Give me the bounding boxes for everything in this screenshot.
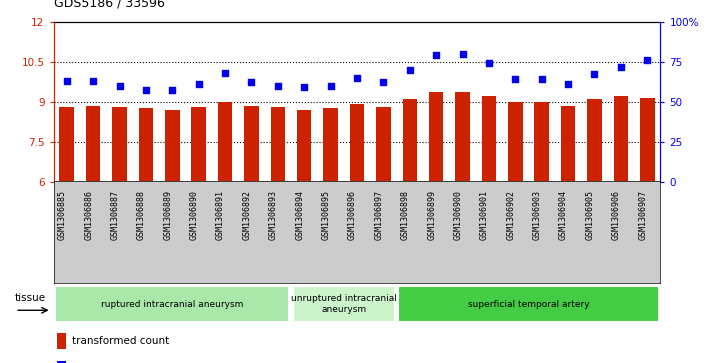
Point: [166, 87, 178, 93]
Text: GSM1306903: GSM1306903: [533, 189, 542, 240]
Text: GSM1306907: GSM1306907: [638, 189, 648, 240]
FancyBboxPatch shape: [55, 286, 289, 322]
Text: superficial temporal artery: superficial temporal artery: [468, 299, 589, 309]
Bar: [508, 102, 523, 182]
Bar: [86, 106, 101, 182]
Bar: [429, 92, 443, 182]
Text: GSM1306894: GSM1306894: [295, 189, 304, 240]
Point: [431, 52, 442, 58]
Text: GSM1306887: GSM1306887: [111, 189, 119, 240]
Text: GSM1306897: GSM1306897: [374, 189, 383, 240]
Bar: [560, 106, 575, 182]
Text: GSM1306890: GSM1306890: [190, 189, 198, 240]
Point: [404, 67, 416, 73]
FancyBboxPatch shape: [398, 286, 659, 322]
Point: [272, 83, 283, 89]
Text: GSM1306888: GSM1306888: [137, 189, 146, 240]
Bar: [57, 361, 66, 363]
Text: GSM1306906: GSM1306906: [612, 189, 621, 240]
Text: GDS5186 / 33596: GDS5186 / 33596: [54, 0, 164, 9]
FancyBboxPatch shape: [293, 286, 395, 322]
Text: GSM1306905: GSM1306905: [585, 189, 595, 240]
Point: [219, 70, 231, 76]
Text: GSM1306893: GSM1306893: [269, 189, 278, 240]
Bar: [640, 98, 655, 182]
Point: [457, 51, 468, 57]
Bar: [139, 108, 154, 182]
Bar: [191, 107, 206, 182]
Point: [351, 75, 363, 81]
Text: GSM1306895: GSM1306895: [321, 189, 331, 240]
Text: transformed count: transformed count: [71, 336, 169, 346]
Text: GSM1306892: GSM1306892: [243, 189, 251, 240]
Bar: [587, 99, 602, 182]
Point: [114, 83, 125, 89]
Point: [325, 83, 336, 89]
Bar: [244, 106, 258, 182]
Bar: [350, 104, 364, 182]
Point: [246, 79, 257, 85]
Point: [87, 78, 99, 84]
Text: ruptured intracranial aneurysm: ruptured intracranial aneurysm: [101, 299, 243, 309]
Bar: [112, 107, 127, 182]
Point: [615, 64, 627, 69]
Bar: [271, 107, 285, 182]
Bar: [456, 92, 470, 182]
Point: [536, 76, 548, 82]
Bar: [403, 99, 417, 182]
Point: [563, 81, 574, 87]
Bar: [59, 107, 74, 182]
Text: GSM1306885: GSM1306885: [58, 189, 66, 240]
Point: [193, 81, 204, 87]
Text: GSM1306901: GSM1306901: [480, 189, 489, 240]
Text: GSM1306886: GSM1306886: [84, 189, 93, 240]
Bar: [323, 108, 338, 182]
Point: [510, 76, 521, 82]
Bar: [535, 102, 549, 182]
Text: GSM1306889: GSM1306889: [164, 189, 172, 240]
Bar: [57, 333, 66, 349]
Text: GSM1306904: GSM1306904: [559, 189, 568, 240]
Point: [378, 79, 389, 85]
Bar: [613, 96, 628, 182]
Text: GSM1306902: GSM1306902: [506, 189, 516, 240]
Bar: [297, 110, 311, 182]
Point: [642, 57, 653, 63]
Text: GSM1306891: GSM1306891: [216, 189, 225, 240]
Bar: [218, 102, 232, 182]
Text: unruptured intracranial
aneurysm: unruptured intracranial aneurysm: [291, 294, 397, 314]
Point: [298, 84, 310, 90]
Bar: [482, 96, 496, 182]
Point: [140, 87, 151, 93]
Point: [589, 72, 600, 77]
Text: GSM1306898: GSM1306898: [401, 189, 410, 240]
Bar: [376, 107, 391, 182]
Text: tissue: tissue: [15, 293, 46, 303]
Point: [61, 78, 72, 84]
Text: GSM1306896: GSM1306896: [348, 189, 357, 240]
Text: GSM1306899: GSM1306899: [427, 189, 436, 240]
Bar: [165, 110, 179, 182]
Text: GSM1306900: GSM1306900: [453, 189, 463, 240]
Point: [483, 60, 495, 66]
